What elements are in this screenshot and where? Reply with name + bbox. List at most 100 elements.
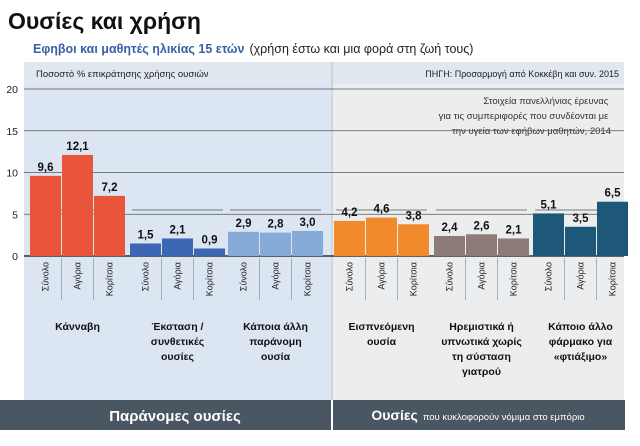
group-label-0-line-0: Κάνναβη [55,321,100,333]
survey-note-line-2: για τις συμπεριφορές που συνδέονται με [439,111,609,122]
bar-1-2 [194,248,225,256]
value-label-2-1: 2,8 [268,219,285,231]
bar-4-0 [434,235,465,256]
subcategory-label-5-1: Αγόρια [576,262,586,290]
footer-legal-bold: Ουσίες [371,407,417,423]
bar-4-2 [498,238,529,256]
group-label-5: Κάποιο άλλο φάρμακο για «φτιάξιμο» [548,321,613,363]
group-label-4-line-0: Ηρεμιστικά ή [449,321,513,333]
group-label-2-line-1: παράνομη [249,336,301,348]
bar-5-1 [565,226,596,256]
value-label-1-2: 0,9 [202,234,218,246]
bar-0-2 [94,195,125,256]
subcategory-label-5-2: Κορίτσια [608,262,618,296]
chart-header-strip [24,62,624,84]
bar-0-0 [30,175,61,256]
subcategory-labels: Σύνολο Αγόρια Κορίτσια Σύνολο Αγόρια Κορίτσια… [41,258,618,300]
subcategory-label-2-1: Αγόρια [271,262,281,290]
subcategory-label-0-2: Κορίτσια [105,262,115,296]
subtitle-bold: Εφηβοι και μαθητές ηλικίας 15 ετών [33,42,244,56]
bar-1-0 [130,243,161,256]
bar-5-2 [597,201,628,256]
subcategory-label-4-0: Σύνολο [445,262,455,291]
group-label-1-line-2: ουσίες [161,351,195,363]
group-label-1: Έκσταση / συνθετικές ουσίες [151,321,205,363]
value-label-5-1: 3,5 [573,213,590,225]
group-label-2-line-0: Κάποια άλλη [243,321,308,333]
survey-note-line-1: Στοιχεία πανελλήνιας έρευνας [483,96,608,107]
y-tick-label-3: 15 [6,126,18,138]
subcategory-label-3-0: Σύνολο [345,262,355,291]
bar-5-0 [533,213,564,256]
chart-subtitle: Εφηβοι και μαθητές ηλικίας 15 ετών (χρήση… [33,42,473,56]
subcategory-label-4-1: Αγόρια [477,262,487,290]
group-label-5-line-0: Κάποιο άλλο [548,321,613,333]
source-text: ΠΗΓΗ: Προσαρμογή από Κοκκέβη και συν. 20… [425,69,619,79]
y-tick-label-0: 0 [12,251,18,263]
value-labels: 9,6 12,1 7,2 1,5 2,1 0,9 2,9 2,8 3,0 4,2 4,6 3,8 2,4… [38,141,622,247]
group-label-1-line-1: συνθετικές [151,336,205,348]
value-label-3-1: 4,6 [374,204,390,216]
value-label-4-0: 2,4 [442,222,459,234]
value-label-1-0: 1,5 [138,229,155,241]
subcategory-label-3-1: Αγόρια [377,262,387,290]
chart-title: Ουσίες και χρήση [8,8,201,34]
value-label-2-2: 3,0 [300,217,316,229]
value-label-4-1: 2,6 [474,220,490,232]
group-label-4-line-2: τη σύσταση [452,351,511,363]
value-label-3-0: 4,2 [342,207,358,219]
subcategory-label-5-0: Σύνολο [544,262,554,291]
value-label-0-2: 7,2 [102,182,118,194]
footer-legal-label: Ουσίες που κυκλοφορούν νόμιμα στο εμπόριο [371,407,584,423]
subcategory-label-3-2: Κορίτσια [409,262,419,296]
footer-illegal-label: Παράνομες ουσίες [109,408,241,425]
group-label-3-line-0: Εισπνεόμενη [348,321,414,333]
subtitle-rest: (χρήση έστω και μια φορά στη ζωή τους) [249,42,473,56]
group-label-4-line-1: υπνωτικά χωρίς [441,336,522,348]
value-label-3-2: 3,8 [406,210,423,222]
bar-1-1 [162,238,193,256]
subcategory-label-0-0: Σύνολο [41,262,51,291]
survey-note: Στοιχεία πανελλήνιας έρευνας για τις συμ… [439,96,611,137]
y-axis-label: Ποσοστό % επικράτησης χρήσης ουσιών [36,69,209,80]
value-label-5-0: 5,1 [541,199,558,211]
group-labels: Κάνναβη Έκσταση / συνθετικές ουσίες Κάποια ά… [55,321,613,378]
group-label-4-line-3: γιατρού [462,366,501,378]
group-label-1-line-0: Έκσταση / [152,321,204,333]
survey-note-line-3: την υγεία των εφήβων μαθητών, 2014 [452,126,611,137]
value-label-4-2: 2,1 [506,224,523,236]
group-label-2: Κάποια άλλη παράνομη ουσία [243,321,308,363]
y-tick-label-2: 10 [6,168,18,180]
subcategory-label-1-2: Κορίτσια [205,262,215,296]
bar-2-1 [260,232,291,256]
subcategory-label-1-1: Αγόρια [173,262,183,290]
group-label-5-line-2: «φτιάξιμο» [554,351,608,363]
group-label-3-line-1: ουσία [367,336,397,348]
value-label-1-1: 2,1 [170,224,187,236]
group-label-5-line-1: φάρμακο για [549,336,613,348]
group-label-4: Ηρεμιστικά ή υπνωτικά χωρίς τη σύσταση γιατ… [441,321,522,378]
value-label-0-0: 9,6 [38,162,54,174]
value-label-0-1: 12,1 [66,141,89,153]
footer-legal-rest: που κυκλοφορούν νόμιμα στο εμπόριο [423,412,585,423]
subcategory-label-2-2: Κορίτσια [303,262,313,296]
subcategory-label-1-0: Σύνολο [141,262,151,291]
group-label-0: Κάνναβη [55,321,100,333]
bar-2-2 [292,230,323,256]
bar-2-0 [228,231,259,256]
bar-3-1 [366,217,397,256]
subcategory-label-2-0: Σύνολο [239,262,249,291]
bar-3-2 [398,224,429,256]
y-tick-label-1: 5 [12,209,18,221]
value-label-5-2: 6,5 [605,188,622,200]
bar-3-0 [334,220,365,256]
footer-right-band [333,400,625,430]
bar-0-1 [62,154,93,256]
footer-left-band [0,400,331,430]
subcategory-label-0-1: Αγόρια [73,262,83,290]
group-label-2-line-2: ουσία [261,351,291,363]
value-label-2-0: 2,9 [236,218,252,230]
subcategory-label-4-2: Κορίτσια [509,262,519,296]
